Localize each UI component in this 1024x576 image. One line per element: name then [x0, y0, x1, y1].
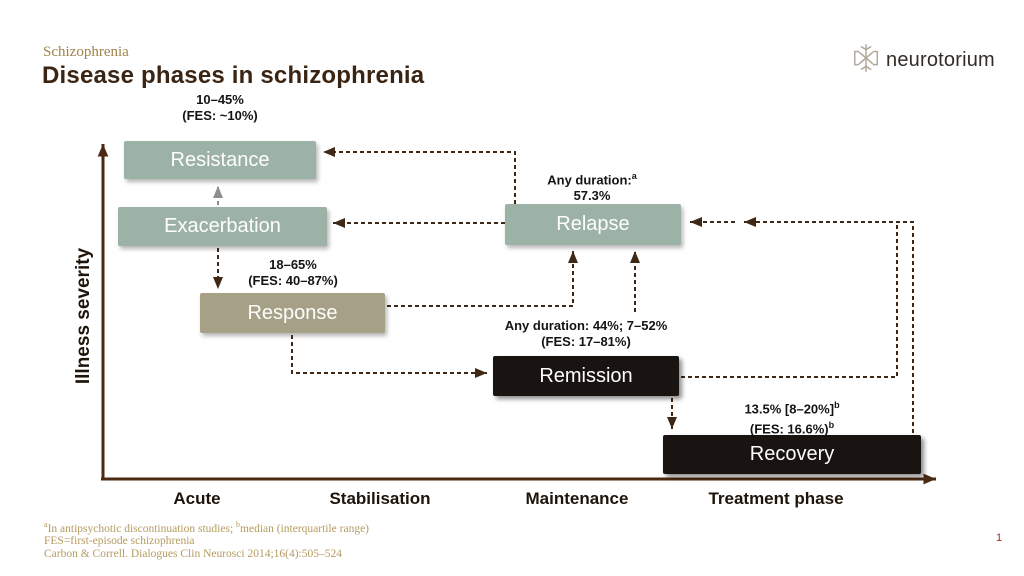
box-relapse-label: Relapse [556, 213, 630, 235]
annotation-resistance: 10–45% (FES: ~10%) [120, 92, 320, 124]
arrow-response-to-remission [291, 335, 487, 378]
annotation-recovery-sup2: b [828, 420, 835, 431]
footnote-line3: Carbon & Correll. Dialogues Clin Neurosc… [44, 547, 343, 560]
annotation-remission-line1: Any duration: 44%; 7–52% [504, 318, 668, 333]
page-title: Disease phases in schizophrenia [42, 62, 425, 89]
brain-icon [851, 42, 881, 79]
annotation-response-line2: (FES: 40–87%) [248, 273, 338, 288]
annotation-remission: Any duration: 44%; 7–52% (FES: 17–81%) [466, 318, 706, 350]
annotation-relapse-line2: 57.3% [573, 188, 611, 204]
footnote-line1: aIn antipsychotic discontinuation studie… [44, 519, 369, 535]
annotation-relapse-sup: a [631, 171, 637, 181]
box-resistance: Resistance [124, 141, 316, 179]
annotation-recovery: 13.5% [8–20%]b (FES: 16.6%)b [672, 397, 912, 438]
footnote-line2: FES=first-episode schizophrenia [44, 535, 195, 548]
annotation-response: 18–65% (FES: 40–87%) [193, 257, 393, 289]
box-response: Response [200, 293, 385, 333]
slide-topic: Schizophrenia [43, 44, 129, 60]
annotation-recovery-line2: (FES: 16.6%) [749, 421, 829, 437]
footnote-line1-part2: median (interquartile range) [240, 522, 370, 535]
annotation-response-line1: 18–65% [269, 257, 317, 272]
footnote-line1-part1: In antipsychotic discontinuation studies… [47, 522, 237, 535]
x-axis-label-maintenance: Maintenance [525, 489, 629, 508]
y-axis-label: Illness severity [73, 247, 94, 385]
annotation-resistance-line1: 10–45% [196, 92, 244, 107]
box-resistance-label: Resistance [170, 148, 270, 171]
box-recovery: Recovery [663, 435, 921, 474]
annotation-remission-line2: (FES: 17–81%) [541, 334, 631, 349]
neurotorium-logo: neurotorium [851, 42, 995, 79]
box-recovery-label: Recovery [749, 443, 835, 465]
arrow-response-to-relapse [387, 251, 578, 307]
annotation-resistance-line2: (FES: ~10%) [182, 108, 258, 123]
logo-wordmark: neurotorium [886, 49, 995, 71]
annotation-relapse-line1: Any duration: [547, 172, 632, 188]
x-axis-label-treatment-phase: Treatment phase [708, 489, 844, 508]
x-axis-label-acute: Acute [173, 489, 221, 508]
box-exacerbation: Exacerbation [118, 207, 327, 246]
annotation-recovery-line1: 13.5% [8–20%] [744, 401, 835, 417]
arrow-relapse-to-resistance [323, 147, 516, 204]
box-remission: Remission [493, 356, 679, 396]
box-relapse: Relapse [505, 204, 681, 245]
line-remission-return [681, 225, 898, 378]
box-response-label: Response [247, 301, 338, 324]
arrow-recovery-return-to-relapse [744, 217, 914, 433]
page-number: 1 [996, 532, 1003, 544]
box-exacerbation-label: Exacerbation [164, 215, 281, 237]
box-remission-label: Remission [539, 364, 633, 387]
footnotes: aIn antipsychotic discontinuation studie… [44, 519, 369, 560]
annotation-recovery-sup1: b [834, 400, 840, 410]
footnote-sup-b: b [236, 520, 241, 529]
x-axis-label-stabilisation: Stabilisation [329, 489, 431, 508]
footnote-sup-a: a [44, 520, 48, 529]
annotation-relapse: Any duration:a 57.3% [492, 168, 692, 204]
